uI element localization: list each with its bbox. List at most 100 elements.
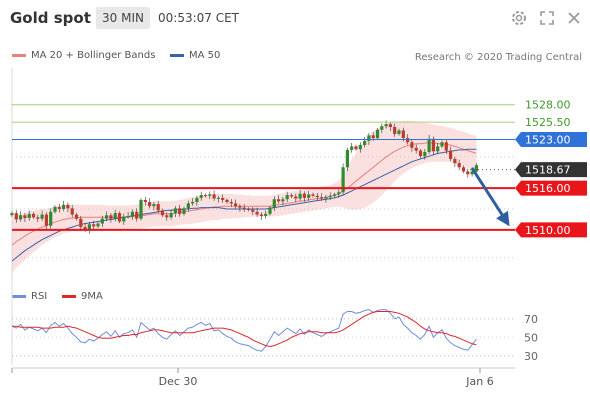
candle (281, 196, 285, 206)
level-tag (515, 222, 587, 238)
candle (92, 220, 96, 230)
candle-body (62, 204, 66, 209)
candle-body (105, 215, 109, 219)
support-level: 1516.00 (12, 180, 587, 196)
expand-icon[interactable] (538, 9, 556, 27)
bollinger-band (12, 120, 477, 273)
rsi-ma9-line (12, 311, 477, 348)
clock-time: 00:53:07 CET (158, 11, 239, 25)
rsi-tick-label: 70 (524, 313, 538, 326)
candle (178, 204, 182, 217)
candle (66, 202, 70, 213)
candle-body (289, 195, 294, 197)
candle-body (466, 171, 470, 175)
candle-body (440, 142, 444, 147)
candle-body (10, 213, 14, 216)
candle-body (307, 194, 311, 198)
candle (427, 134, 431, 155)
candle-body (255, 211, 259, 215)
candle-body (474, 165, 478, 172)
candle-body (96, 223, 100, 227)
candle (169, 209, 173, 220)
level-label: 1516.00 (525, 182, 571, 195)
candle-body (315, 195, 319, 198)
candle-body (53, 206, 57, 212)
candle (87, 221, 91, 234)
candle-body (212, 194, 216, 199)
candle-body (225, 199, 229, 203)
candle (311, 192, 315, 198)
candle-body (79, 218, 83, 228)
rsi-tick-label: 50 (524, 331, 538, 344)
candle-body (371, 135, 375, 139)
candle (31, 212, 36, 220)
candle (221, 194, 225, 203)
candle-body (401, 130, 405, 139)
candle (259, 212, 263, 220)
interval-selector[interactable]: 30 MIN (96, 7, 150, 29)
candle-body (337, 192, 341, 195)
candle (393, 123, 397, 137)
settings-icon[interactable] (510, 9, 528, 27)
legend-ma9: 9MA (62, 291, 103, 302)
candle (388, 121, 392, 131)
candle (44, 212, 48, 230)
level-label: 1523.00 (525, 133, 571, 146)
candle (457, 159, 461, 171)
candle (96, 221, 100, 229)
candle-body (148, 202, 152, 207)
candle-body (191, 202, 195, 204)
candle (126, 211, 130, 219)
candle-body (375, 129, 380, 139)
candle-body (384, 124, 388, 127)
ma50-legend-label: MA 50 (189, 50, 221, 61)
candle-body (431, 138, 435, 152)
candle-body (281, 199, 285, 202)
level-label: 1525.50 (525, 116, 571, 129)
candle-body (143, 199, 147, 203)
candle-body (264, 213, 268, 216)
candle (363, 136, 367, 148)
candle-body (294, 196, 298, 199)
candle (14, 210, 18, 223)
candle-body (449, 150, 453, 159)
candle (449, 146, 453, 162)
candle-body (427, 138, 431, 152)
candle-body (332, 194, 337, 196)
candle (315, 192, 319, 201)
candle-body (126, 215, 130, 217)
candle (36, 214, 40, 223)
candle (414, 144, 418, 154)
research-credit: Research © 2020 Trading Central (414, 52, 582, 63)
level-label: 1510.00 (525, 224, 571, 237)
candle-body (358, 145, 362, 150)
candle-body (367, 135, 371, 141)
candle (148, 198, 152, 209)
candle (152, 201, 156, 211)
candle-body (238, 206, 242, 208)
candle (173, 205, 177, 218)
level-tag (515, 131, 587, 147)
candle-body (160, 210, 165, 216)
candle-body (19, 215, 23, 220)
candle-body (182, 208, 186, 214)
resistance-level: 1528.00 (12, 99, 571, 112)
candle (143, 197, 147, 206)
candle (57, 204, 61, 213)
close-icon[interactable] (565, 9, 583, 27)
candle (461, 165, 466, 174)
candle (62, 200, 66, 212)
candle-body (234, 203, 238, 207)
candle (105, 211, 109, 222)
instrument-title: Gold spot (10, 9, 91, 27)
candle (324, 194, 328, 203)
candle-body (453, 158, 457, 164)
candle (307, 190, 311, 201)
candle-body (139, 199, 143, 219)
candle (79, 215, 83, 231)
candle (216, 195, 220, 203)
candle (113, 209, 117, 222)
rsi-swatch (12, 295, 26, 298)
candle (10, 211, 14, 217)
